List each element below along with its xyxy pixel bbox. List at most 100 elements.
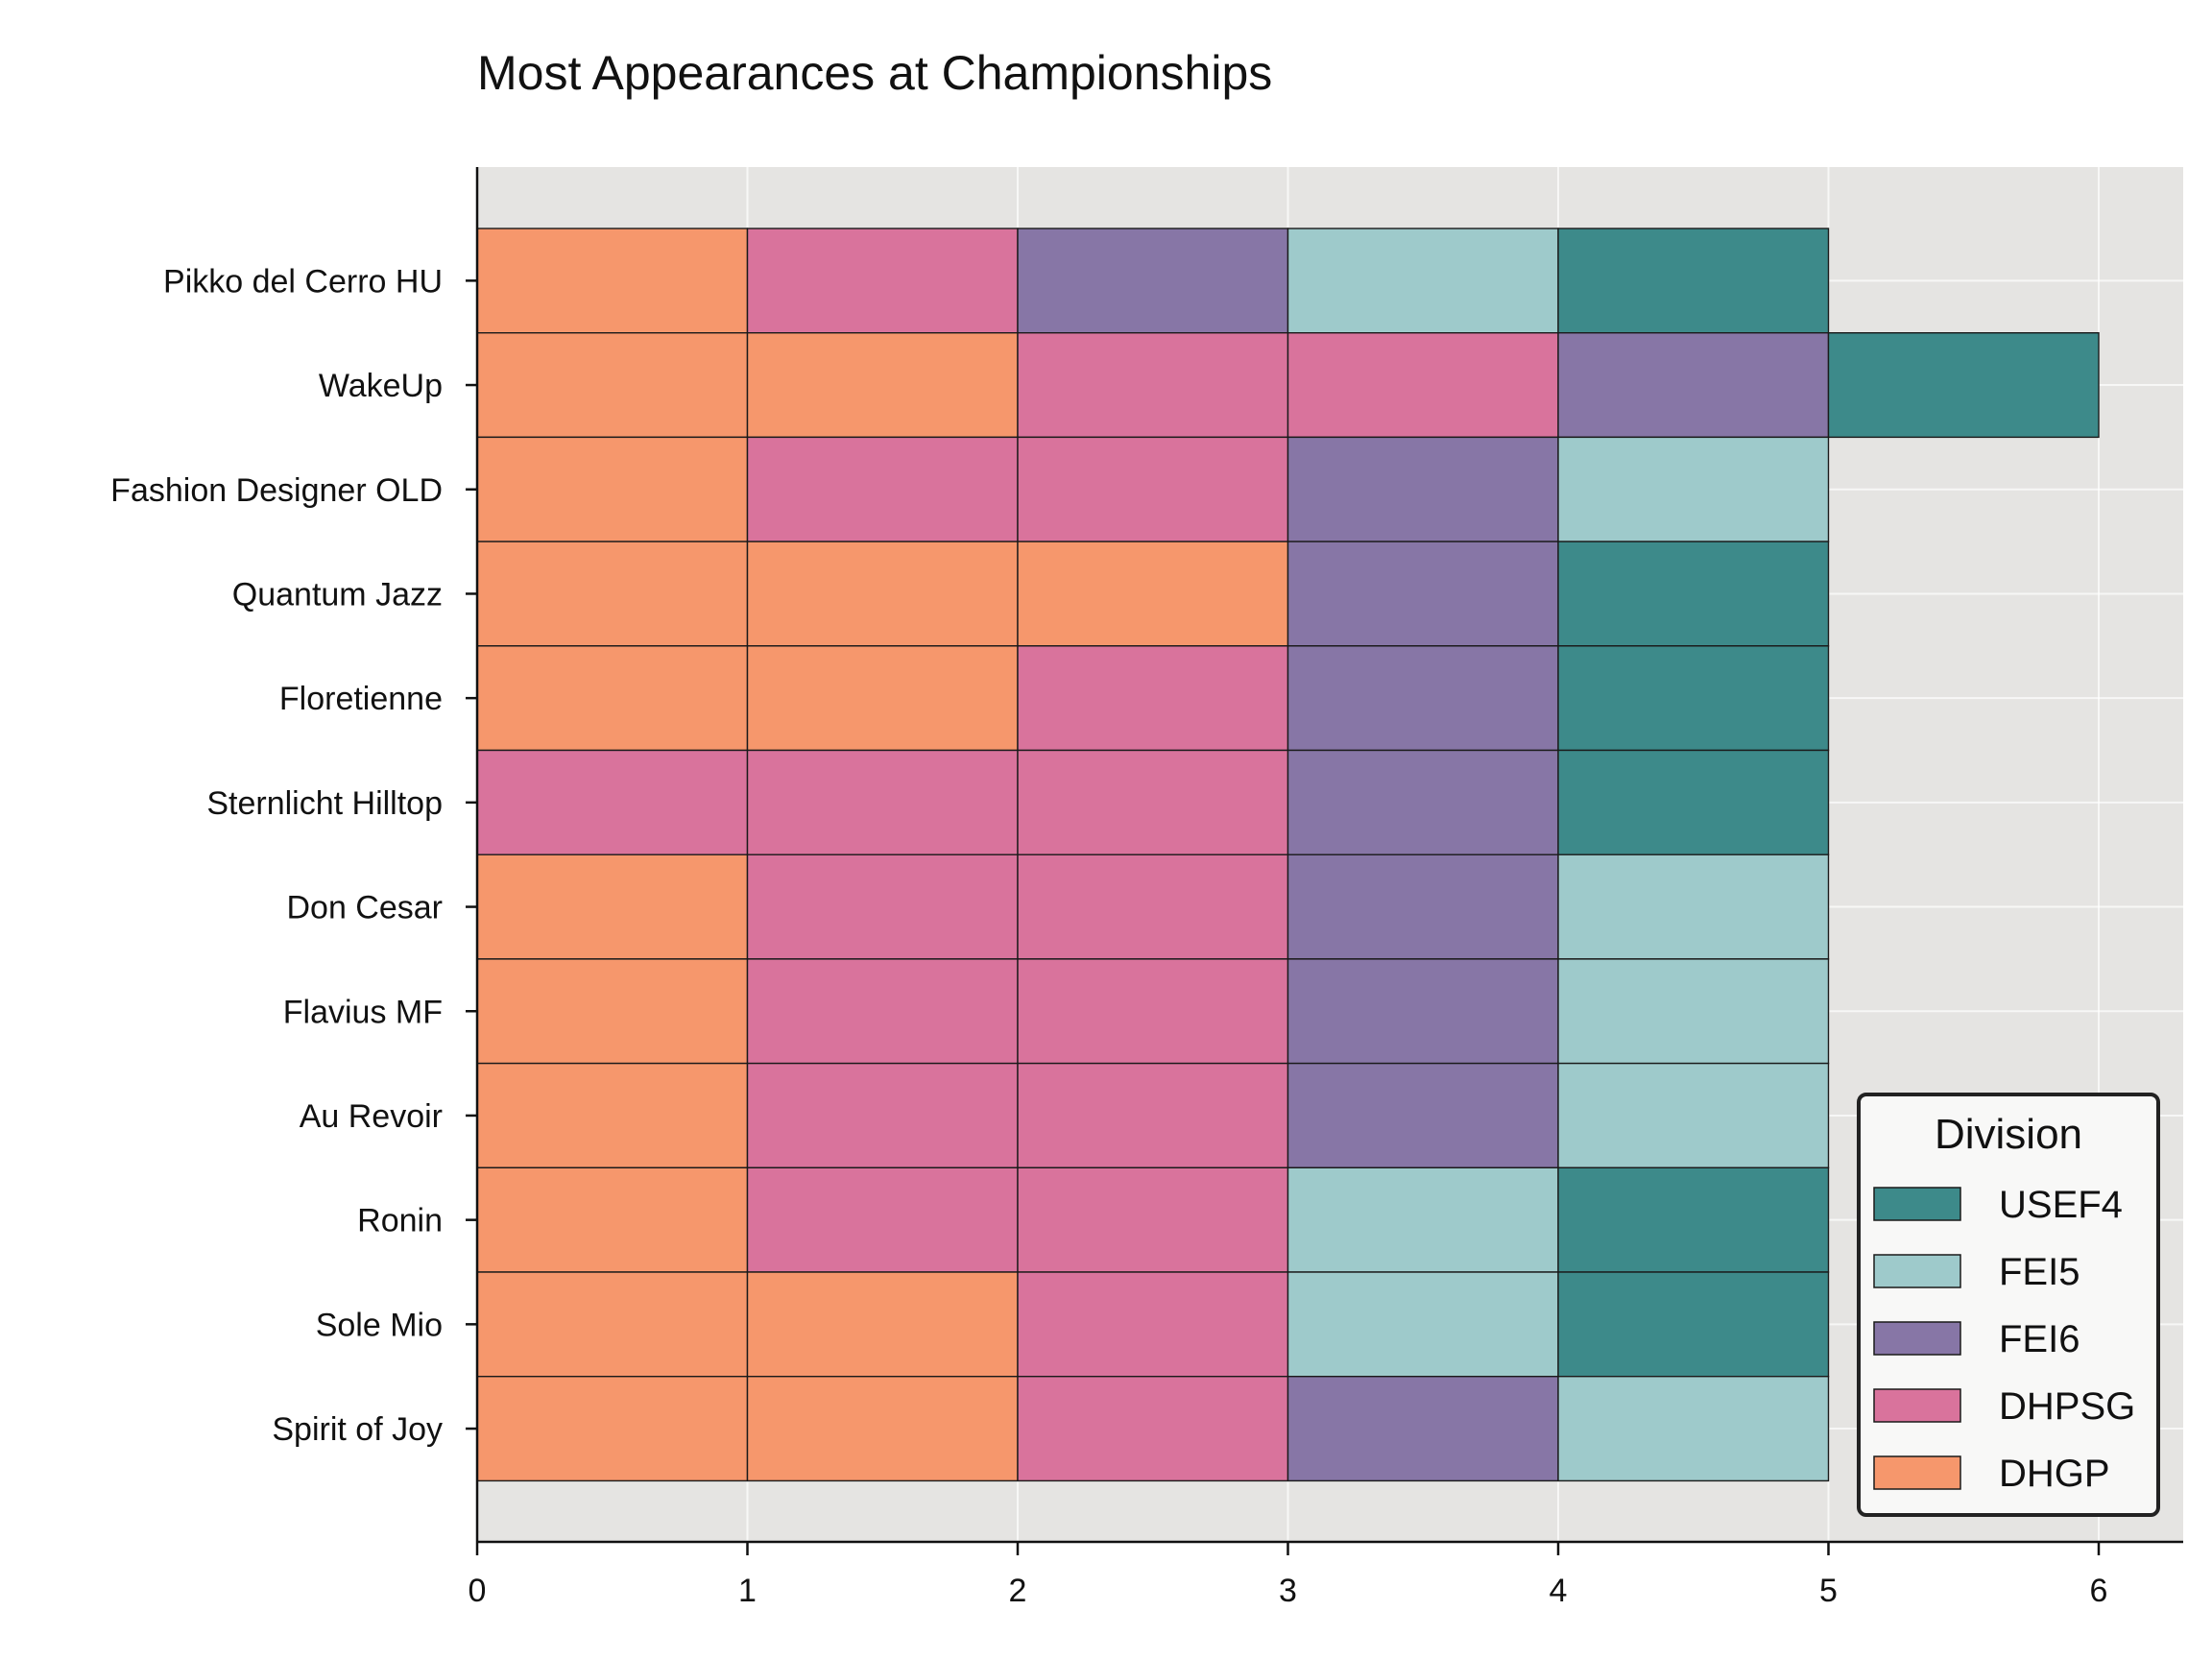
bar-segment (1286, 332, 1559, 439)
bar-segment (746, 332, 1019, 439)
bar-segment (476, 958, 749, 1065)
bar-segment (476, 1271, 749, 1378)
bar-row (476, 541, 1830, 647)
y-tick-label: Pikko del Cerro HU (163, 263, 443, 300)
bar-segment (1557, 332, 1830, 439)
bar-segment (1557, 749, 1830, 855)
bar-segment (746, 1166, 1019, 1273)
y-tick-label: Flavius MF (283, 994, 443, 1030)
bar-segment (1286, 436, 1559, 542)
bar-segment (1286, 749, 1559, 855)
bar-segment (746, 1271, 1019, 1378)
bar-segment (1286, 541, 1559, 647)
bar-segment (1557, 436, 1830, 542)
bar-segment (476, 645, 749, 752)
legend-swatch (1873, 1388, 1961, 1423)
bar-segment (746, 645, 1019, 752)
bar-row (476, 645, 1830, 752)
y-tick-label: Ronin (357, 1203, 443, 1239)
bar-segment (746, 1375, 1019, 1482)
y-tick-label: Au Revoir (300, 1098, 443, 1135)
bar-row (476, 1062, 1830, 1168)
bar-segment (746, 749, 1019, 855)
bar-segment (1286, 958, 1559, 1065)
bar-segment (746, 1062, 1019, 1168)
bar-segment (1017, 332, 1289, 439)
legend-swatch (1873, 1254, 1961, 1288)
y-tick-label: Sole Mio (316, 1307, 443, 1343)
x-axis-ticks: 0 1 2 3 4 5 6 (469, 1542, 2108, 1609)
x-tick-label: 6 (2090, 1573, 2108, 1609)
bar-segment (1557, 1375, 1830, 1482)
y-tick-label: Quantum Jazz (232, 576, 443, 613)
legend-label: DHPSG (1999, 1385, 2135, 1428)
bar-segment (1017, 854, 1289, 960)
x-tick-label: 4 (1550, 1573, 1568, 1609)
bar-segment (476, 1375, 749, 1482)
bar-segment (1557, 958, 1830, 1065)
bar-segment (1286, 1062, 1559, 1168)
bar-segment (1286, 1271, 1559, 1378)
bar-segment (746, 436, 1019, 542)
y-tick-label: Spirit of Joy (272, 1411, 443, 1448)
bar-segment (1827, 332, 2100, 439)
bar-segment (1017, 1062, 1289, 1168)
legend-label: USEF4 (1999, 1184, 2123, 1226)
bar-segment (1286, 645, 1559, 752)
legend-label: FEI6 (1999, 1318, 2080, 1360)
bar-segment (1017, 958, 1289, 1065)
bar-row (476, 1375, 1830, 1482)
bar-segment (1557, 1062, 1830, 1168)
bar-segment (476, 436, 749, 542)
bar-row (476, 749, 1830, 855)
bar-segment (476, 1062, 749, 1168)
bar-row (476, 958, 1830, 1065)
bar-segment (476, 541, 749, 647)
y-tick-label: Sternlicht Hilltop (206, 785, 443, 822)
chart-title: Most Appearances at Championships (477, 46, 1272, 100)
bar-segment (476, 854, 749, 960)
bar-segment (1557, 541, 1830, 647)
bar-row (476, 1271, 1830, 1378)
x-tick-label: 1 (738, 1573, 757, 1609)
legend-swatch (1873, 1455, 1961, 1490)
bar-segment (476, 1166, 749, 1273)
bar-row (476, 854, 1830, 960)
y-tick-label: Don Cesar (286, 890, 443, 926)
legend-swatch (1873, 1321, 1961, 1356)
bar-segment (1286, 228, 1559, 334)
bar-segment (746, 541, 1019, 647)
bar-segment (476, 332, 749, 439)
bar-segment (1017, 1375, 1289, 1482)
bar-row (476, 436, 1830, 542)
y-tick-label: Fashion Designer OLD (110, 472, 443, 509)
legend: Division USEF4 FEI5 FEI6 DHPSG DHGP (1857, 1093, 2160, 1517)
legend-label: FEI5 (1999, 1251, 2080, 1293)
bar-segment (1286, 1375, 1559, 1482)
bar-segment (1557, 854, 1830, 960)
bar-segment (1017, 228, 1289, 334)
legend-swatch (1873, 1187, 1961, 1221)
legend-title: Division (1935, 1111, 2082, 1158)
bar-segment (1017, 1166, 1289, 1273)
bar-segment (476, 749, 749, 855)
x-tick-label: 3 (1279, 1573, 1297, 1609)
axes (475, 167, 2183, 1544)
bar-segment (1017, 749, 1289, 855)
x-tick-label: 0 (469, 1573, 487, 1609)
bar-segment (1017, 645, 1289, 752)
legend-label: DHGP (1999, 1453, 2110, 1495)
y-tick-label: WakeUp (319, 368, 443, 404)
y-axis-ticks: Pikko del Cerro HU WakeUp Fashion Designer… (110, 263, 477, 1448)
bar-segment (746, 854, 1019, 960)
bar-segment (746, 228, 1019, 334)
bar-segment (746, 958, 1019, 1065)
bar-segment (1557, 1166, 1830, 1273)
bar-segment (1557, 228, 1830, 334)
bar-segment (1286, 1166, 1559, 1273)
bar-segment (1017, 436, 1289, 542)
bar-segment (1286, 854, 1559, 960)
bar-row (476, 1166, 1830, 1273)
bar-segment (476, 228, 749, 334)
